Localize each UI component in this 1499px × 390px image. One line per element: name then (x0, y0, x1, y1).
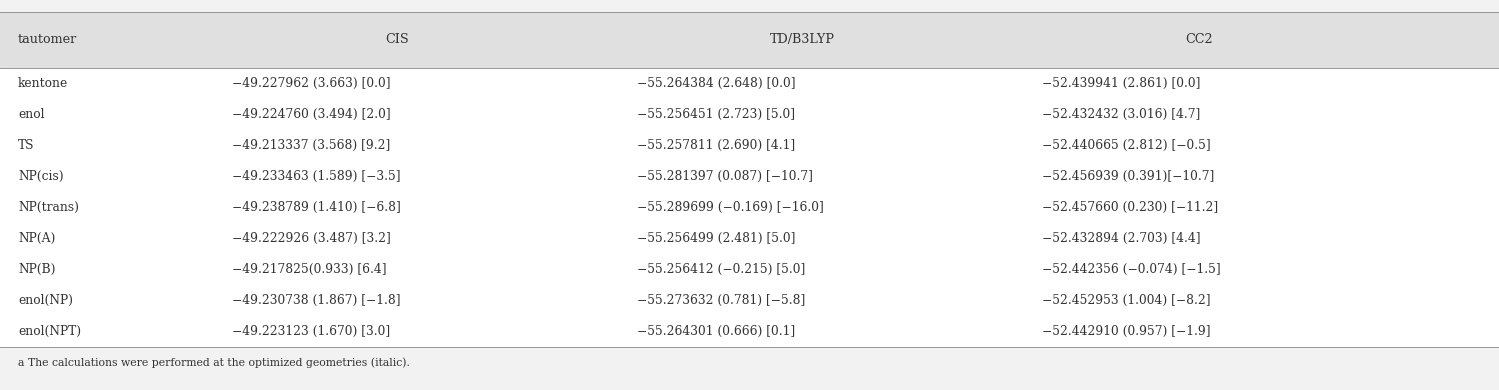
Bar (0, 12, 1499, 68)
Text: −49.213337 (3.568) [9.2]: −49.213337 (3.568) [9.2] (232, 139, 391, 152)
Text: enol(NP): enol(NP) (18, 294, 73, 307)
Text: NP(B): NP(B) (18, 263, 55, 276)
Bar (0, 254, 1499, 285)
Text: tautomer: tautomer (18, 34, 78, 46)
Text: −52.442356 (−0.074) [−1.5]: −52.442356 (−0.074) [−1.5] (1042, 263, 1220, 276)
Bar (0, 316, 1499, 347)
Bar (0, 130, 1499, 161)
Text: NP(A): NP(A) (18, 232, 55, 245)
Text: −49.227962 (3.663) [0.0]: −49.227962 (3.663) [0.0] (232, 77, 391, 90)
Text: −52.452953 (1.004) [−8.2]: −52.452953 (1.004) [−8.2] (1042, 294, 1210, 307)
Text: −55.264301 (0.666) [0.1]: −55.264301 (0.666) [0.1] (637, 325, 794, 338)
Text: −52.432894 (2.703) [4.4]: −52.432894 (2.703) [4.4] (1042, 232, 1201, 245)
Text: CC2: CC2 (1186, 34, 1213, 46)
Text: −52.440665 (2.812) [−0.5]: −52.440665 (2.812) [−0.5] (1042, 139, 1210, 152)
Text: −49.238789 (1.410) [−6.8]: −49.238789 (1.410) [−6.8] (232, 201, 402, 214)
Text: NP(trans): NP(trans) (18, 201, 79, 214)
Text: CIS: CIS (385, 34, 409, 46)
Text: −49.230738 (1.867) [−1.8]: −49.230738 (1.867) [−1.8] (232, 294, 400, 307)
Text: −52.457660 (0.230) [−11.2]: −52.457660 (0.230) [−11.2] (1042, 201, 1217, 214)
Bar (0, 68, 1499, 99)
Text: enol(NPT): enol(NPT) (18, 325, 81, 338)
Text: NP(cis): NP(cis) (18, 170, 63, 183)
Text: −52.432432 (3.016) [4.7]: −52.432432 (3.016) [4.7] (1042, 108, 1201, 121)
Text: −52.442910 (0.957) [−1.9]: −52.442910 (0.957) [−1.9] (1042, 325, 1210, 338)
Text: kentone: kentone (18, 77, 69, 90)
Text: −49.217825(0.933) [6.4]: −49.217825(0.933) [6.4] (232, 263, 387, 276)
Bar (0, 223, 1499, 254)
Text: −55.257811 (2.690) [4.1]: −55.257811 (2.690) [4.1] (637, 139, 794, 152)
Bar (0, 192, 1499, 223)
Text: −49.223123 (1.670) [3.0]: −49.223123 (1.670) [3.0] (232, 325, 390, 338)
Text: −55.256499 (2.481) [5.0]: −55.256499 (2.481) [5.0] (637, 232, 796, 245)
Text: −49.222926 (3.487) [3.2]: −49.222926 (3.487) [3.2] (232, 232, 391, 245)
Text: TD/B3LYP: TD/B3LYP (769, 34, 835, 46)
Text: −55.264384 (2.648) [0.0]: −55.264384 (2.648) [0.0] (637, 77, 796, 90)
Text: −55.289699 (−0.169) [−16.0]: −55.289699 (−0.169) [−16.0] (637, 201, 824, 214)
Text: −49.224760 (3.494) [2.0]: −49.224760 (3.494) [2.0] (232, 108, 391, 121)
Text: −55.256412 (−0.215) [5.0]: −55.256412 (−0.215) [5.0] (637, 263, 805, 276)
Text: −49.233463 (1.589) [−3.5]: −49.233463 (1.589) [−3.5] (232, 170, 400, 183)
Bar (0, 99, 1499, 130)
Bar (0, 285, 1499, 316)
Text: −55.273632 (0.781) [−5.8]: −55.273632 (0.781) [−5.8] (637, 294, 805, 307)
Text: enol: enol (18, 108, 45, 121)
Text: −52.456939 (0.391)[−10.7]: −52.456939 (0.391)[−10.7] (1042, 170, 1214, 183)
Text: −52.439941 (2.861) [0.0]: −52.439941 (2.861) [0.0] (1042, 77, 1201, 90)
Text: a The calculations were performed at the optimized geometries (italic).: a The calculations were performed at the… (18, 357, 409, 368)
Text: TS: TS (18, 139, 34, 152)
Text: −55.281397 (0.087) [−10.7]: −55.281397 (0.087) [−10.7] (637, 170, 812, 183)
Text: −55.256451 (2.723) [5.0]: −55.256451 (2.723) [5.0] (637, 108, 794, 121)
Bar (0, 161, 1499, 192)
